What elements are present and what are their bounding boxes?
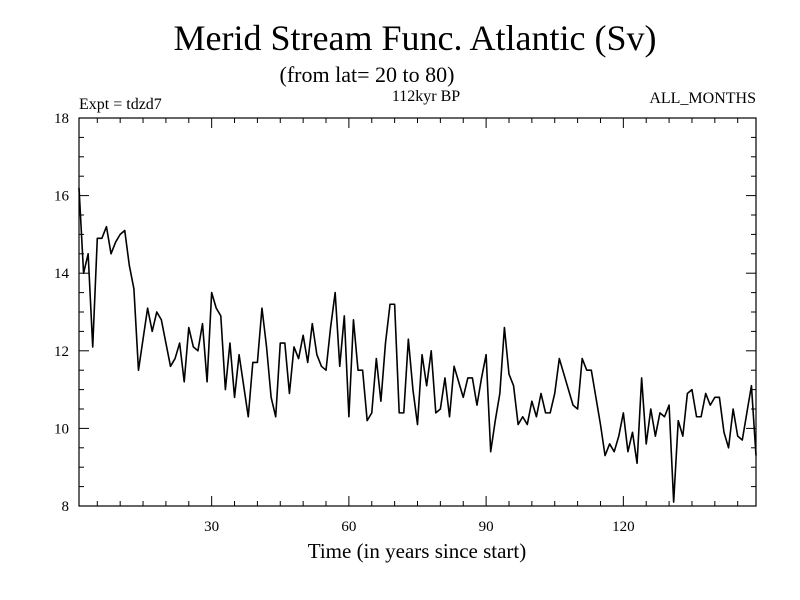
plot-frame xyxy=(78,117,757,507)
x-tick-label: 60 xyxy=(341,519,356,535)
experiment-label: Expt = tdzd7 xyxy=(79,96,162,113)
axes xyxy=(78,117,757,507)
x-tick-label: 120 xyxy=(612,519,635,535)
months-label: ALL_MONTHS xyxy=(649,90,756,107)
y-tick-label: 12 xyxy=(54,344,69,360)
y-tick-label: 14 xyxy=(54,266,70,282)
chart-title: Merid Stream Func. Atlantic (Sv) xyxy=(174,18,657,58)
series-line xyxy=(78,187,757,503)
series xyxy=(78,187,757,503)
y-tick-label: 18 xyxy=(54,111,69,127)
x-tick-label: 30 xyxy=(204,519,219,535)
x-axis-label: Time (in years since start) xyxy=(308,539,527,563)
y-tick-label: 8 xyxy=(62,499,70,515)
y-tick-label: 16 xyxy=(54,189,70,205)
ticks: 30 60 90 120 8 10 12 14 16 18 xyxy=(54,111,756,535)
chart-subtitle: (from lat= 20 to 80) xyxy=(280,62,455,87)
x-tick-label: 90 xyxy=(479,519,494,535)
period-label: 112kyr BP xyxy=(392,88,460,105)
y-tick-label: 10 xyxy=(54,421,69,437)
